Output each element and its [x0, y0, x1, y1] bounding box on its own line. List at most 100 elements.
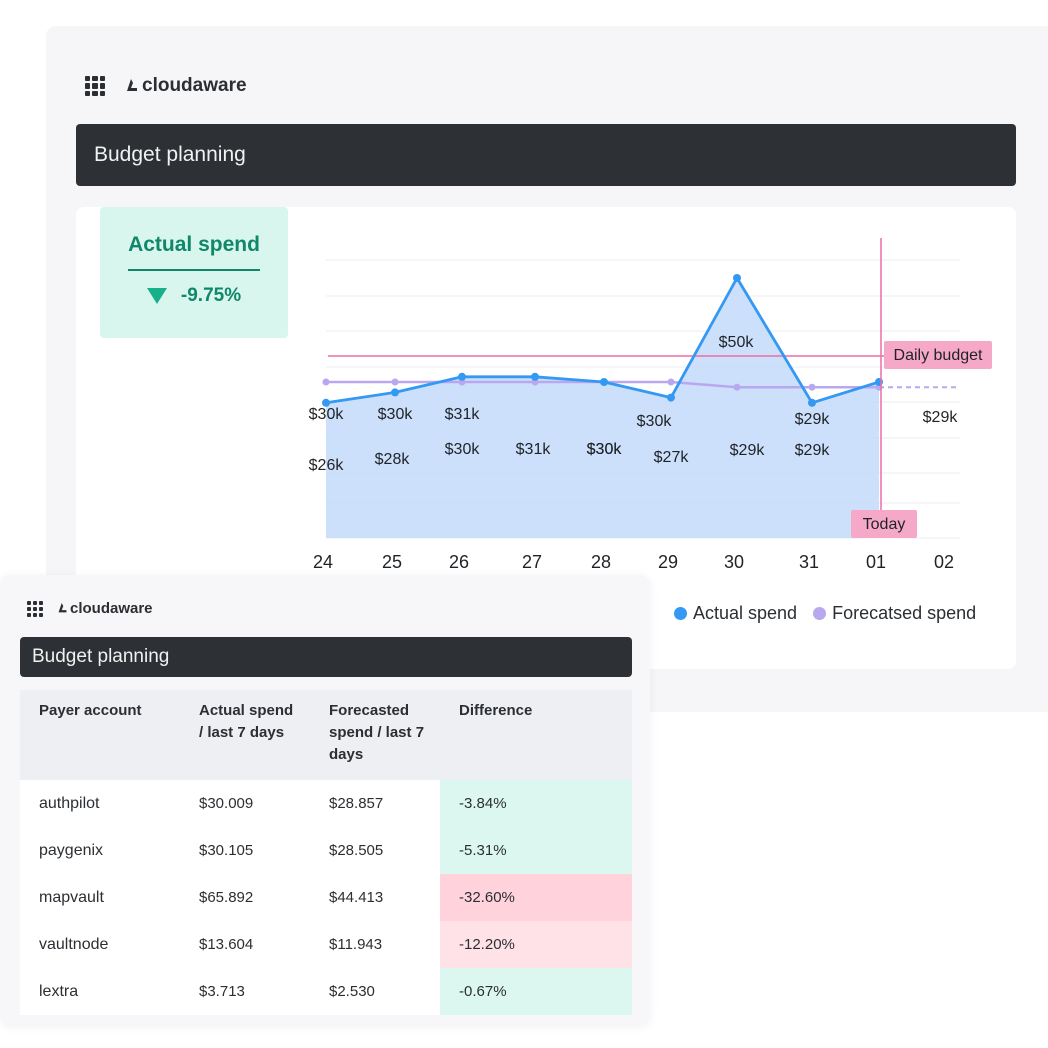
table-header-row: Payer account Actual spend / last 7 days…	[20, 690, 632, 780]
brand-row: cloudaware	[85, 75, 247, 97]
cloudaware-logo-icon	[127, 79, 137, 91]
forecast-value-label: $30k	[587, 441, 623, 458]
cell-account: mapvault	[20, 874, 180, 921]
cell-forecast: $11.943	[310, 921, 440, 968]
cell-actual: $3.713	[180, 968, 310, 1015]
brand-row-small: cloudaware	[27, 600, 153, 617]
today-badge	[851, 510, 917, 538]
actual-point	[808, 398, 816, 407]
x-tick-label: 01	[866, 552, 886, 572]
forecast-value-label: $30k	[309, 406, 345, 423]
column-header-account[interactable]: Payer account	[20, 690, 180, 780]
cell-account: lextra	[20, 968, 180, 1015]
actual-value-label: $30k	[587, 441, 623, 458]
daily-budget-label: Daily budget	[894, 347, 984, 364]
forecast-point	[733, 383, 741, 391]
cell-actual: $65.892	[180, 874, 310, 921]
actual-point	[600, 378, 608, 386]
cell-forecast: $2.530	[310, 968, 440, 1015]
cell-forecast: $28.505	[310, 827, 440, 874]
brand-logo-small: cloudaware	[57, 600, 153, 617]
chart-legend: Actual spend Forecatsed spend	[674, 603, 976, 624]
legend-dot-icon	[674, 607, 687, 620]
legend-label-forecast: Forecatsed spend	[832, 603, 977, 623]
x-tick-label: 02	[934, 552, 954, 572]
page-title: Budget planning	[94, 143, 246, 166]
table-row[interactable]: vaultnode $13.604 $11.943 -12.20%	[20, 921, 632, 968]
legend-dot-icon	[813, 607, 827, 620]
legend-item-forecast[interactable]: Forecatsed spend	[813, 603, 976, 624]
forecast-point	[391, 378, 399, 386]
trend-down-icon	[146, 288, 167, 304]
cell-account: paygenix	[20, 827, 180, 874]
table-title: Budget planning	[32, 646, 170, 667]
cell-difference: -5.31%	[440, 827, 632, 874]
today-label: Today	[863, 516, 906, 533]
table-header-bar: Budget planning	[20, 637, 632, 677]
cell-difference: -3.84%	[440, 780, 632, 827]
cell-difference: -12.20%	[440, 921, 632, 968]
legend-label-actual: Actual spend	[693, 603, 798, 623]
forecast-point	[667, 378, 675, 386]
x-tick-label: 29	[658, 552, 678, 572]
kpi-card-actual-spend: Actual spend -9.75%	[100, 207, 288, 338]
x-tick-label: 27	[522, 552, 542, 572]
actual-point	[667, 393, 675, 402]
cell-actual: $30.105	[180, 827, 310, 874]
actual-value-label: $29k	[795, 442, 831, 459]
apps-grid-icon[interactable]	[85, 76, 105, 96]
actual-point	[733, 274, 741, 282]
spend-line-chart: $26k $28k $31k $31k $30k $27k $50k $29k $30k $30k…	[309, 238, 992, 572]
kpi-value-row: -9.75%	[100, 285, 288, 307]
cell-forecast: $28.857	[310, 780, 440, 827]
cell-forecast: $44.413	[310, 874, 440, 921]
column-header-forecast[interactable]: Forecasted spend / last 7 days	[310, 690, 440, 780]
cell-account: vaultnode	[20, 921, 180, 968]
actual-point	[458, 372, 466, 381]
forecast-value-label: $30k	[637, 413, 673, 430]
actual-value-label: $27k	[654, 449, 690, 466]
cell-actual: $13.604	[180, 921, 310, 968]
table-row[interactable]: paygenix $30.105 $28.505 -5.31%	[20, 827, 632, 874]
x-tick-label: 26	[449, 552, 469, 572]
cell-difference: -0.67%	[440, 968, 632, 1015]
cell-actual: $30.009	[180, 780, 310, 827]
kpi-divider	[128, 269, 260, 271]
forecast-point	[322, 378, 330, 386]
actual-spend-area	[326, 278, 879, 538]
forecast-value-label: $30k	[378, 406, 414, 423]
actual-point	[391, 388, 399, 397]
forecast-value-label: $30k	[445, 441, 481, 458]
cell-account: authpilot	[20, 780, 180, 827]
brand-name: cloudaware	[142, 75, 247, 96]
page-header: Budget planning	[76, 124, 1016, 186]
x-tick-label: 30	[724, 552, 744, 572]
table-row[interactable]: lextra $3.713 $2.530 -0.67%	[20, 968, 632, 1015]
actual-point	[531, 372, 539, 381]
column-header-difference[interactable]: Difference	[440, 690, 632, 780]
x-tick-label: 28	[591, 552, 611, 572]
kpi-value: -9.75%	[180, 285, 242, 306]
brand-logo: cloudaware	[125, 75, 247, 97]
cloudaware-logo-icon	[58, 603, 67, 613]
daily-budget-badge	[884, 341, 992, 369]
x-tick-label: 24	[313, 552, 333, 572]
column-header-actual[interactable]: Actual spend / last 7 days	[180, 690, 310, 780]
forecast-value-label: $29k	[795, 411, 831, 428]
forecast-value-label: $29k	[730, 442, 766, 459]
actual-value-label: $28k	[375, 451, 411, 468]
x-tick-label: 31	[799, 552, 819, 572]
table-row[interactable]: mapvault $65.892 $44.413 -32.60%	[20, 874, 632, 921]
kpi-title: Actual spend	[128, 233, 260, 256]
apps-grid-icon[interactable]	[27, 600, 43, 617]
cell-difference: -32.60%	[440, 874, 632, 921]
forecast-point	[808, 383, 816, 391]
brand-name: cloudaware	[70, 600, 153, 617]
table-row[interactable]: authpilot $30.009 $28.857 -3.84%	[20, 780, 632, 827]
actual-point	[875, 378, 883, 386]
actual-value-label: $31k	[445, 406, 481, 423]
forecast-value-label: $29k	[923, 409, 959, 426]
legend-item-actual[interactable]: Actual spend	[674, 603, 797, 624]
x-tick-label: 25	[382, 552, 402, 572]
actual-point	[322, 398, 330, 407]
